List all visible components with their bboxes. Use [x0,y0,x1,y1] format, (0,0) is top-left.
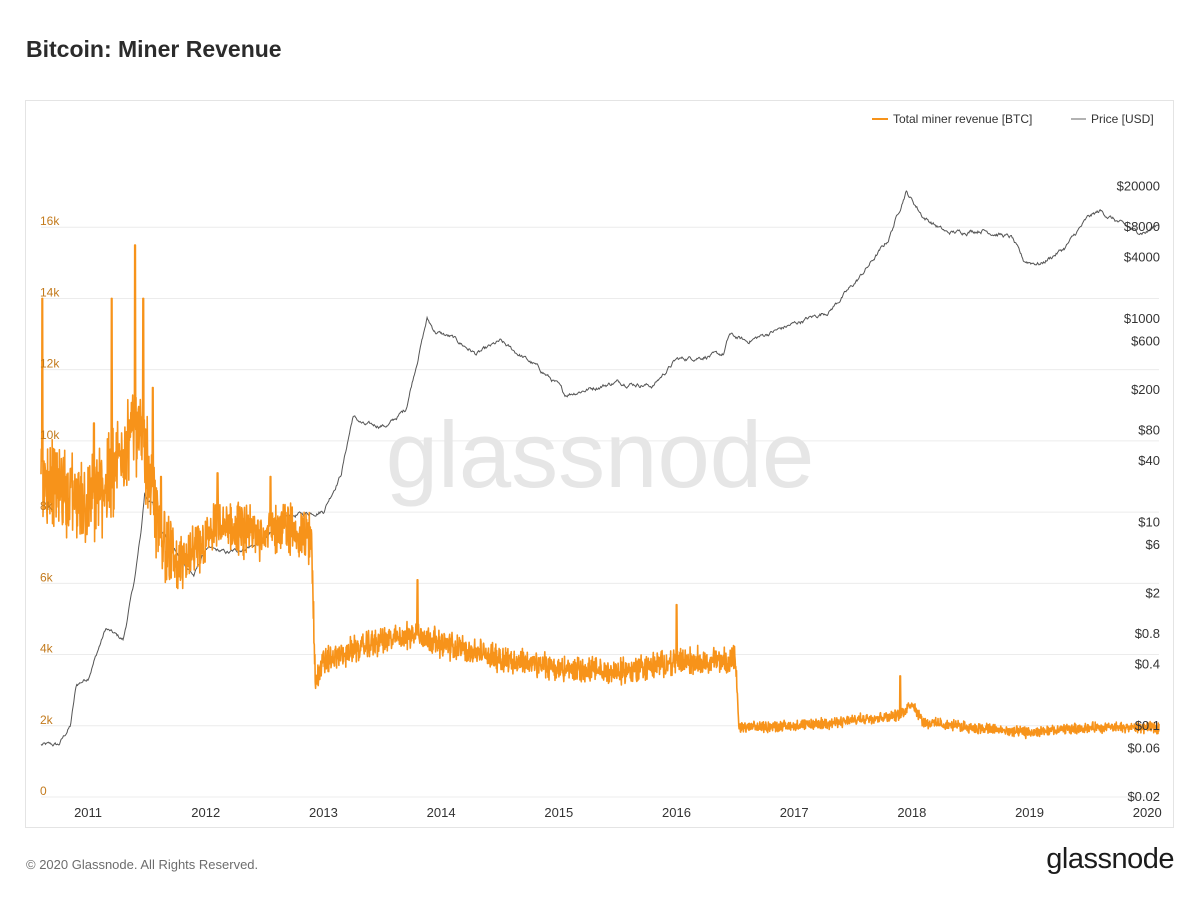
chart-canvas[interactable]: glassnode 0 2k 4k 6k 8k 10k 12k 14k 16k $20000 $80… [26,101,1175,829]
x-axis-tick-label: 2017 [780,805,809,820]
left-axis-tick-label: 8k [40,499,54,513]
right-axis-tick-label: $10 [1138,514,1160,529]
right-axis-tick-label: $2 [1146,586,1160,601]
legend-label-price: Price [USD] [1091,112,1154,126]
series-layer [40,190,1160,747]
x-axis-tick-label: 2011 [74,805,102,820]
right-axis-tick-label: $4000 [1124,250,1160,265]
right-axis-tick-label: $200 [1131,382,1160,397]
price-usd-line [40,190,1160,747]
left-axis-tick-label: 14k [40,285,60,299]
page-title: Bitcoin: Miner Revenue [26,36,282,62]
right-axis-tick-label: $0.1 [1135,718,1160,733]
legend: Total miner revenue [BTC] Price [USD] [872,112,1154,126]
axes: 0 2k 4k 6k 8k 10k 12k 14k 16k $20000 $8000 $4000 $10… [40,179,1162,820]
left-axis-tick-label: 0 [40,784,47,798]
right-axis-tick-label: $0.8 [1135,626,1160,641]
x-axis-tick-label: 2019 [1015,805,1044,820]
left-axis-tick-label: 10k [40,428,60,442]
x-axis-tick-label: 2015 [544,805,573,820]
x-axis-tick-label: 2016 [662,805,691,820]
right-axis-tick-label: $0.4 [1135,657,1160,672]
x-axis-tick-label: 2018 [897,805,926,820]
right-axis-tick-label: $0.06 [1127,740,1160,755]
left-axis-tick-label: 6k [40,570,54,584]
glassnode-logo[interactable]: glassnode [1046,843,1174,875]
chart-panel: glassnode 0 2k 4k 6k 8k 10k 12k 14k 16k $20000 $80… [25,100,1174,828]
copyright-text: © 2020 Glassnode. All Rights Reserved. [26,857,259,872]
watermark: glassnode [386,402,815,507]
x-axis-tick-label: 2020 [1133,805,1162,820]
x-axis-tick-label: 2013 [309,805,338,820]
right-axis-tick-label: $8000 [1124,219,1160,234]
x-axis-tick-label: 2012 [191,805,220,820]
gridlines [41,226,1159,798]
x-axis-tick-label: 2014 [427,805,456,820]
legend-label-revenue: Total miner revenue [BTC] [893,112,1032,126]
left-axis-tick-label: 2k [40,713,54,727]
right-axis-tick-label: $20000 [1117,179,1160,194]
left-axis-tick-label: 4k [40,642,54,656]
right-axis-tick-label: $0.02 [1127,789,1160,804]
right-axis-tick-label: $80 [1138,423,1160,438]
left-axis-tick-label: 16k [40,214,60,228]
right-axis-tick-label: $1000 [1124,311,1160,326]
right-axis-tick-label: $40 [1138,453,1160,468]
right-axis-tick-label: $600 [1131,334,1160,349]
miner-revenue-btc-line [40,244,1160,740]
left-axis-tick-label: 12k [40,357,60,371]
right-axis-tick-label: $6 [1146,537,1160,552]
